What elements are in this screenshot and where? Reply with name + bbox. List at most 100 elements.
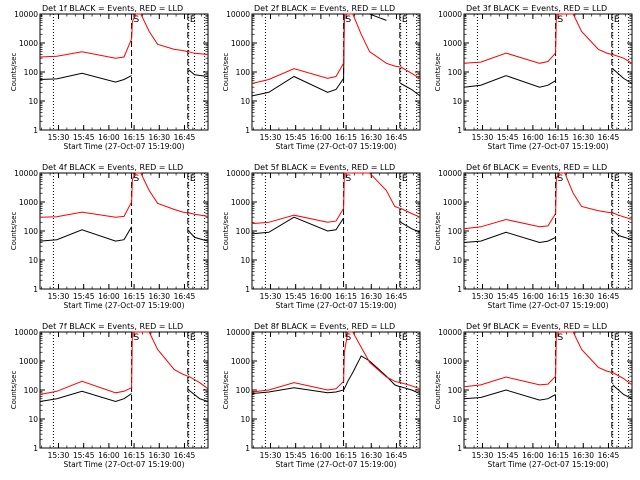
plot-frame [463,13,633,131]
y-tick-label: 10000 [438,169,462,178]
y-axis-label: Counts/sec [434,212,442,251]
series-line-events [251,355,421,395]
x-tick-label: 15:30 [48,133,70,142]
x-tick-label: 16:15 [547,133,569,142]
x-tick-label: 16:15 [123,292,145,301]
subplot-det-3f: Det 3f BLACK = Events, RED = LLD 1 10 100 10… [434,4,633,151]
x-tick-label: 16:30 [148,451,170,460]
x-tick-label: 16:15 [547,451,569,460]
series-line-events [251,13,421,97]
marker-e: E [190,15,196,25]
y-tick-label: 1 [33,444,38,453]
x-tick-label: 16:15 [547,292,569,301]
y-tick-label: 1 [457,444,462,453]
subplot-det-4f: Det 4f BLACK = Events, RED = LLD 1 10 100 10… [10,163,209,310]
y-axis-label: Counts/sec [434,53,442,92]
marker-s: S [346,333,352,343]
y-tick-label: 10000 [438,328,462,337]
y-tick-label: 10000 [226,328,250,337]
x-tick-label: 16:00 [522,451,544,460]
y-tick-label: 10 [240,256,250,265]
x-tick-label: 16:00 [98,451,120,460]
marker-e: E [614,333,620,343]
x-tick-label: 15:45 [285,292,307,301]
x-tick-label: 16:30 [572,133,594,142]
y-tick-label: 10 [452,97,462,106]
marker-s: S [558,15,564,25]
marker-e: E [614,174,620,184]
marker-s: S [558,174,564,184]
x-tick-label: 16:00 [98,133,120,142]
x-tick-label: 15:45 [497,292,519,301]
y-tick-label: 1 [457,285,462,294]
y-tick-label: 1000 [443,198,462,207]
y-tick-label: 10 [452,256,462,265]
x-tick-label: 16:45 [174,451,196,460]
y-tick-label: 10000 [14,328,38,337]
y-tick-label: 1000 [231,357,250,366]
x-axis-label: Start Time (27-Oct-07 15:19:00) [275,460,396,469]
series-line-events [463,68,633,88]
marker-e: E [190,333,196,343]
marker-s: S [558,333,564,343]
y-tick-label: 10000 [14,10,38,19]
y-tick-label: 100 [448,68,463,77]
y-tick-label: 100 [24,386,39,395]
x-tick-label: 16:30 [148,133,170,142]
y-axis-label: Counts/sec [10,371,18,410]
y-tick-label: 10 [28,415,38,424]
plot-frame [39,331,209,449]
subplot-det-2f: Det 2f BLACK = Events, RED = LLD 1 10 100 10… [222,4,421,151]
y-tick-label: 10000 [226,10,250,19]
marker-e: E [402,174,408,184]
x-tick-label: 16:00 [310,292,332,301]
series-line-lld [39,172,209,218]
x-tick-label: 16:45 [174,133,196,142]
subplot-det-8f: Det 8f BLACK = Events, RED = LLD 1 10 100 10… [222,322,421,469]
y-axis-label: Counts/sec [222,53,230,92]
y-axis-label: Counts/sec [222,212,230,251]
subplot-title: Det 8f BLACK = Events, RED = LLD [254,322,395,331]
y-axis-label: Counts/sec [10,53,18,92]
y-tick-label: 100 [24,227,39,236]
x-tick-label: 16:15 [335,133,357,142]
x-axis-label: Start Time (27-Oct-07 15:19:00) [63,142,184,151]
y-tick-label: 10000 [14,169,38,178]
x-tick-label: 15:45 [73,133,95,142]
x-tick-label: 16:15 [335,451,357,460]
series-line-events [251,216,421,235]
x-tick-label: 15:45 [73,292,95,301]
series-line-lld [251,13,421,84]
series-line-lld [39,13,209,59]
subplot-title: Det 7f BLACK = Events, RED = LLD [42,322,183,331]
series-line-events [39,69,209,83]
plot-frame [463,331,633,449]
subplot-det-9f: Det 9f BLACK = Events, RED = LLD 1 10 100 10… [434,322,633,469]
subplot-det-1f: Det 1f BLACK = Events, RED = LLD 1 10 100 10… [10,4,209,151]
x-axis-label: Start Time (27-Oct-07 15:19:00) [63,460,184,469]
y-tick-label: 100 [236,227,251,236]
marker-s: S [346,15,352,25]
subplot-det-6f: Det 6f BLACK = Events, RED = LLD 1 10 100 10… [434,163,633,310]
y-tick-label: 1000 [231,39,250,48]
y-tick-label: 100 [236,386,251,395]
y-tick-label: 10 [240,415,250,424]
x-tick-label: 15:45 [497,451,519,460]
y-axis-label: Counts/sec [10,212,18,251]
y-tick-label: 10 [28,97,38,106]
y-tick-label: 1 [245,444,250,453]
x-axis-label: Start Time (27-Oct-07 15:19:00) [487,301,608,310]
y-tick-label: 1000 [19,357,38,366]
x-tick-label: 15:45 [285,451,307,460]
x-axis-label: Start Time (27-Oct-07 15:19:00) [487,460,608,469]
x-tick-label: 16:30 [360,292,382,301]
x-tick-label: 16:30 [360,133,382,142]
x-tick-label: 16:30 [572,451,594,460]
subplot-title: Det 3f BLACK = Events, RED = LLD [466,4,607,13]
y-tick-label: 1 [33,126,38,135]
marker-s: S [134,15,140,25]
y-tick-label: 10 [28,256,38,265]
x-tick-label: 16:30 [148,292,170,301]
x-tick-label: 15:30 [260,133,282,142]
x-tick-label: 15:30 [472,292,494,301]
